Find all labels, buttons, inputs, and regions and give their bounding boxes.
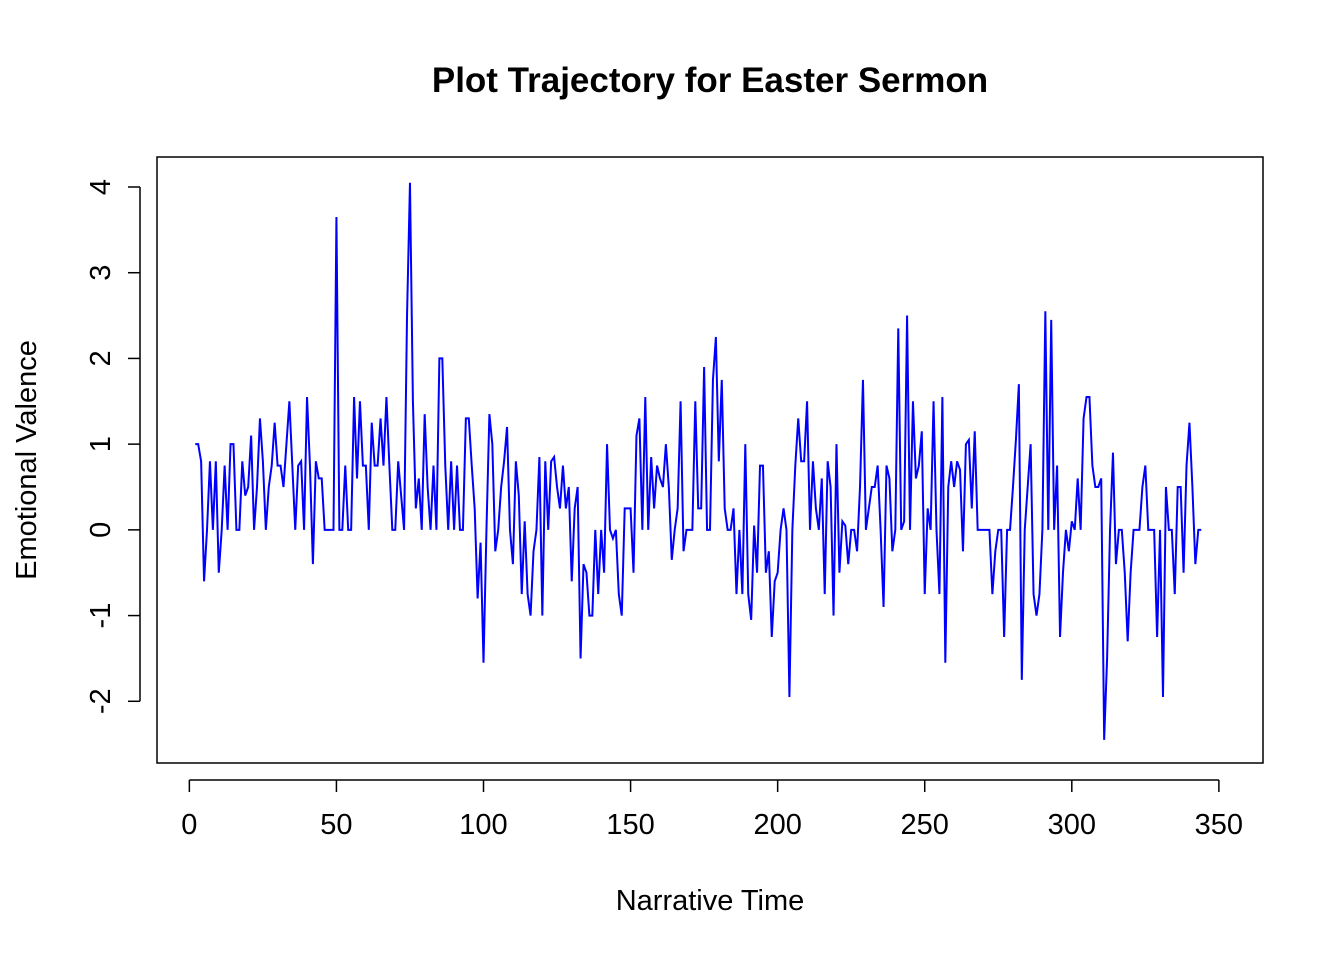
y-tick-label: 1	[85, 436, 117, 452]
y-tick-label: 3	[85, 265, 117, 281]
x-tick-label: 300	[1048, 809, 1096, 841]
y-axis: -2 -1 0 1 2 3 4	[85, 179, 141, 714]
x-tick-label: 50	[320, 809, 352, 841]
x-axis-label: Narrative Time	[616, 885, 805, 917]
series-line	[195, 182, 1202, 740]
y-tick-label: -1	[85, 603, 117, 629]
x-axis: 0 50 100 150 200 250 300 350	[181, 779, 1243, 841]
y-tick-label: 2	[85, 350, 117, 366]
x-tick-label: 200	[753, 809, 801, 841]
plot-box	[156, 156, 1264, 764]
x-tick-label: 0	[181, 809, 197, 841]
y-tick-label: 0	[85, 522, 117, 538]
y-axis-label: Emotional Valence	[11, 340, 43, 580]
x-tick-label: 250	[901, 809, 949, 841]
series-layer	[195, 182, 1202, 740]
x-tick-label: 150	[606, 809, 654, 841]
chart-title: Plot Trajectory for Easter Sermon	[432, 61, 988, 100]
x-tick-label: 350	[1195, 809, 1243, 841]
y-tick-label: -2	[85, 688, 117, 714]
x-tick-label: 100	[459, 809, 507, 841]
y-tick-label: 4	[85, 179, 117, 195]
